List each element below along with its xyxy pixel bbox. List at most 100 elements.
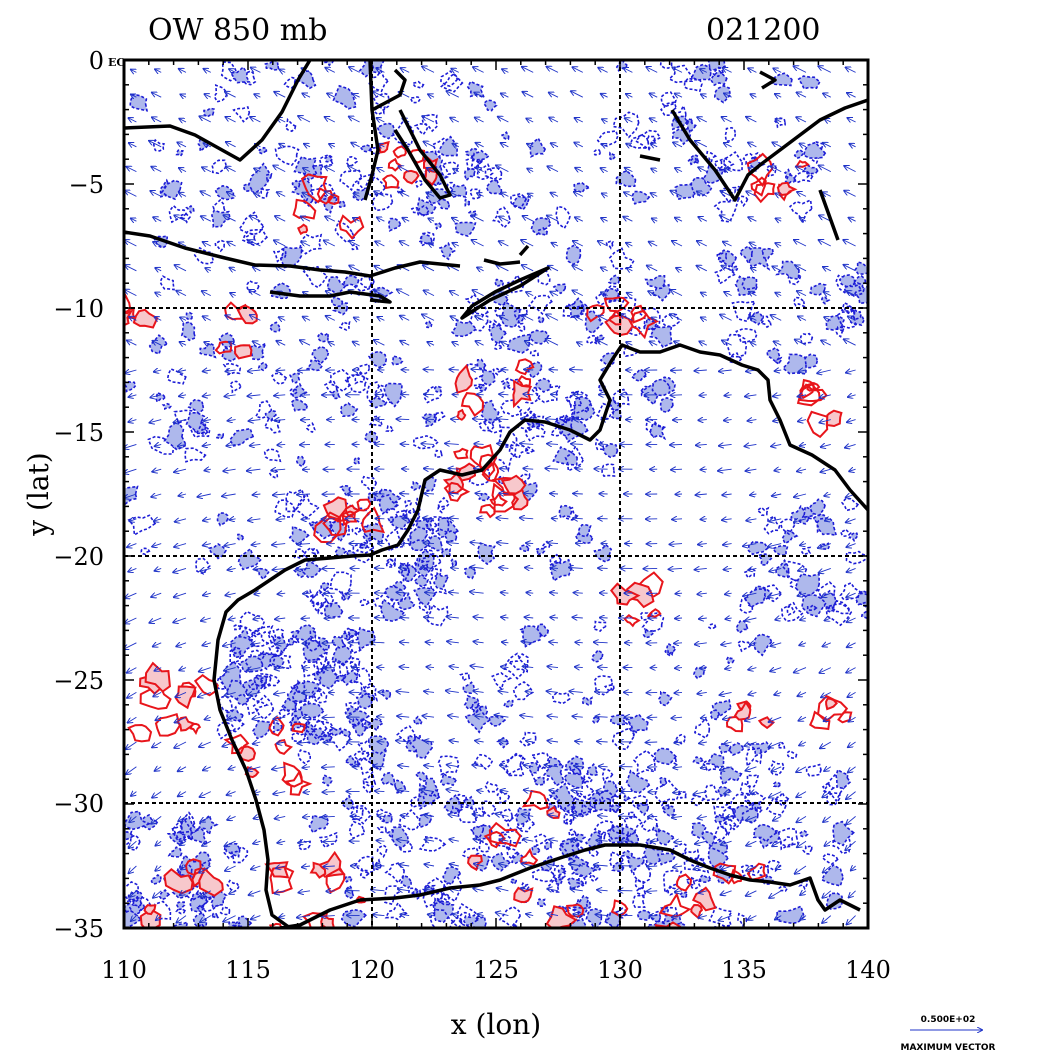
positive-contour: [545, 905, 578, 928]
negative-contour: [311, 588, 335, 608]
negative-contour: [421, 552, 442, 572]
wind-vector: [823, 267, 832, 271]
wind-vector: [302, 618, 311, 619]
wind-vector: [573, 290, 584, 297]
wind-vector: [799, 643, 807, 646]
wind-vector: [200, 568, 211, 571]
negative-contour: [593, 543, 613, 563]
wind-vector: [551, 143, 559, 147]
negative-contour: [129, 93, 149, 112]
negative-contour: [288, 699, 312, 731]
coastline-new-guinea: [639, 70, 868, 241]
negative-contour: [630, 368, 647, 383]
wind-vector: [670, 314, 683, 321]
negative-contour: [415, 179, 424, 188]
wind-vector: [175, 265, 187, 272]
wind-vector: [154, 519, 162, 521]
wind-vector: [274, 692, 286, 694]
wind-vector: [768, 593, 782, 597]
wind-vector: [751, 342, 757, 345]
wind-vector: [324, 866, 335, 867]
wind-vector: [397, 592, 410, 593]
wind-vector: [819, 215, 831, 222]
wind-vector: [451, 568, 459, 569]
negative-contour: [555, 416, 569, 426]
field-layer: [124, 60, 868, 928]
wind-vector: [351, 143, 360, 147]
wind-vector: [524, 765, 534, 767]
negative-contour: [147, 435, 175, 455]
wind-vector: [222, 494, 236, 496]
wind-vector: [672, 519, 683, 520]
wind-vector: [401, 815, 410, 816]
negative-contour: [305, 589, 315, 599]
negative-contour: [482, 99, 498, 112]
wind-vector: [522, 864, 534, 867]
negative-contour: [451, 318, 478, 338]
positive-contour: [269, 865, 295, 895]
wind-vector: [205, 268, 210, 271]
wind-vector: [847, 420, 856, 423]
positive-contour: [381, 174, 400, 190]
negative-contour: [291, 179, 301, 189]
wind-vector: [426, 419, 435, 420]
wind-vector: [748, 68, 757, 72]
wind-vector: [225, 865, 236, 871]
positive-contour: [325, 867, 346, 894]
wind-vector: [722, 117, 732, 123]
negative-contour: [351, 526, 362, 536]
negative-contour: [546, 878, 560, 893]
negative-contour: [387, 217, 402, 232]
wind-vector: [173, 567, 187, 572]
wind-vector: [276, 866, 286, 868]
negative-contour: [586, 763, 600, 777]
wind-vector: [397, 419, 410, 420]
wind-vector: [825, 618, 831, 621]
negative-contour: [794, 572, 821, 597]
wind-vector: [302, 93, 311, 97]
wind-vector: [324, 241, 336, 247]
wind-vector: [451, 419, 459, 420]
positive-contour: [144, 661, 171, 693]
negative-contour: [799, 332, 814, 346]
negative-contour: [359, 868, 370, 879]
negative-contour: [792, 296, 806, 308]
wind-vector: [573, 617, 583, 618]
wind-vector: [303, 193, 311, 197]
negative-contour: [409, 96, 422, 104]
wind-vector: [670, 444, 683, 445]
negative-contour: [641, 612, 665, 633]
wind-vector: [251, 916, 261, 920]
x-tick-labels: 110 115 120 125 130 135 140: [101, 956, 891, 984]
wind-vector: [453, 243, 459, 246]
wind-vector: [817, 370, 831, 373]
wind-vector: [522, 641, 534, 642]
wind-vector: [574, 143, 584, 147]
wind-vector: [601, 94, 608, 97]
negative-contour: [474, 303, 489, 321]
negative-contour: [496, 736, 510, 749]
wind-vector: [646, 67, 658, 73]
wind-vector: [129, 317, 137, 321]
negative-contour: [466, 80, 486, 99]
x-tick-label: 110: [101, 956, 147, 984]
wind-vector: [477, 914, 484, 916]
wind-vector: [698, 217, 708, 221]
positive-contour: [794, 159, 810, 168]
positive-contour: [313, 511, 342, 544]
negative-contour: [531, 868, 556, 883]
wind-vector: [176, 643, 187, 647]
wind-vector: [473, 419, 484, 420]
negative-contour: [757, 864, 770, 877]
wind-vector: [849, 218, 856, 222]
negative-contour: [568, 917, 589, 928]
wind-vector: [849, 717, 856, 721]
wind-vector: [620, 314, 633, 321]
negative-contour: [219, 906, 231, 916]
wind-vector: [248, 370, 261, 371]
wind-vector: [775, 293, 782, 296]
negative-contour: [739, 781, 751, 795]
negative-contour: [271, 649, 293, 670]
wind-vector: [131, 94, 137, 97]
wind-vector: [501, 592, 509, 593]
